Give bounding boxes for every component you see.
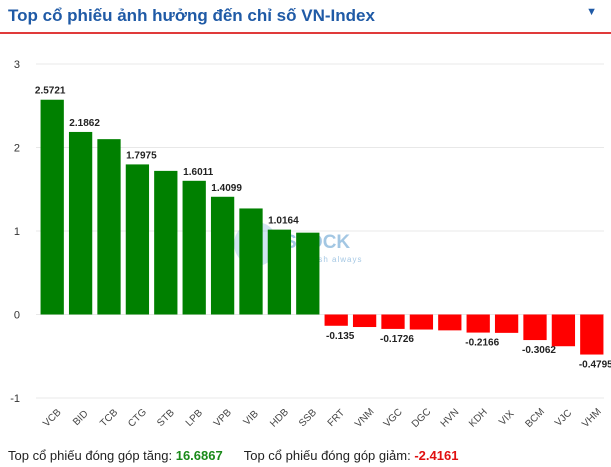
bar-tcb <box>97 139 121 315</box>
bar-kdh <box>466 314 490 333</box>
value-label: 2.5721 <box>35 86 66 97</box>
up-contribution-label: Top cổ phiếu đóng góp tăng: <box>8 448 173 463</box>
x-tick-label: TCB <box>98 407 120 429</box>
y-tick-label: 0 <box>14 310 20 322</box>
triangle-down-icon[interactable]: ▼ <box>586 6 597 18</box>
value-label: 1.4099 <box>211 183 242 194</box>
value-label: -0.3062 <box>522 345 556 356</box>
bar-vgc <box>381 314 405 329</box>
y-tick-label: 1 <box>14 226 20 238</box>
bar-bid <box>68 131 93 315</box>
x-tick-label: VIX <box>497 408 516 427</box>
bar-vix <box>494 314 519 333</box>
x-tick-label: FRT <box>326 408 347 429</box>
value-label: -0.4795 <box>579 360 611 371</box>
y-tick-label: 2 <box>14 143 20 155</box>
bar-stb <box>154 170 178 315</box>
bar-bcm <box>523 314 547 341</box>
up-contribution-value: 16.6867 <box>175 448 223 463</box>
bar-chart: -10123STOCKfresh always2.5721VCB2.1862BI… <box>10 59 611 430</box>
x-tick-label: BID <box>71 408 91 428</box>
value-label: -0.135 <box>326 331 355 342</box>
bar-dgc <box>409 314 434 330</box>
y-tick-label: -1 <box>10 393 20 405</box>
x-tick-label: LPB <box>184 407 205 428</box>
x-tick-label: VGC <box>382 407 405 430</box>
bar-hvn <box>438 314 462 331</box>
x-tick-label: DGC <box>410 406 434 430</box>
bar-ssb <box>296 232 320 315</box>
bar-vhm <box>580 314 604 355</box>
x-tick-label: VPB <box>212 407 234 429</box>
x-tick-label: BCM <box>523 406 547 430</box>
value-label: 1.7975 <box>126 150 157 161</box>
value-label: 2.1862 <box>69 118 100 129</box>
value-label: -0.2166 <box>465 338 499 349</box>
x-tick-label: CTG <box>126 407 149 430</box>
x-tick-label: KDH <box>467 407 490 430</box>
x-tick-label: VHM <box>580 406 604 430</box>
x-tick-label: VCB <box>41 407 64 430</box>
bar-vcb <box>40 99 64 315</box>
summary-footer: Top cổ phiếu đóng góp tăng: 16.6867 Top … <box>8 448 458 463</box>
bar-hdb <box>267 229 292 315</box>
value-label: 1.6011 <box>183 167 213 178</box>
x-tick-label: HVN <box>439 407 462 430</box>
down-contribution-label: Top cổ phiếu đóng góp giảm: <box>243 448 411 463</box>
x-tick-label: VJC <box>553 408 574 429</box>
value-label: 1.0164 <box>268 216 299 227</box>
y-tick-label: 3 <box>14 59 20 71</box>
value-label: -0.1726 <box>380 334 414 345</box>
x-tick-label: VIB <box>242 408 261 427</box>
down-contribution-value: -2.4161 <box>414 448 459 463</box>
bar-lpb <box>182 180 206 315</box>
x-tick-label: STB <box>155 407 177 429</box>
bar-ctg <box>125 164 150 315</box>
x-tick-label: HDB <box>268 407 291 430</box>
watermark-tagline: fresh always <box>306 255 362 264</box>
bar-frt <box>324 314 348 326</box>
bar-vpb <box>210 196 235 315</box>
bar-vjc <box>551 314 576 347</box>
bar-vib <box>239 208 263 315</box>
bar-vnm <box>352 314 377 328</box>
chart-header: Top cổ phiếu ảnh hưởng đến chỉ số VN-Ind… <box>0 0 611 34</box>
chart-title: Top cổ phiếu ảnh hưởng đến chỉ số VN-Ind… <box>8 6 375 25</box>
x-tick-label: SSB <box>297 407 319 429</box>
x-tick-label: VNM <box>353 406 377 430</box>
